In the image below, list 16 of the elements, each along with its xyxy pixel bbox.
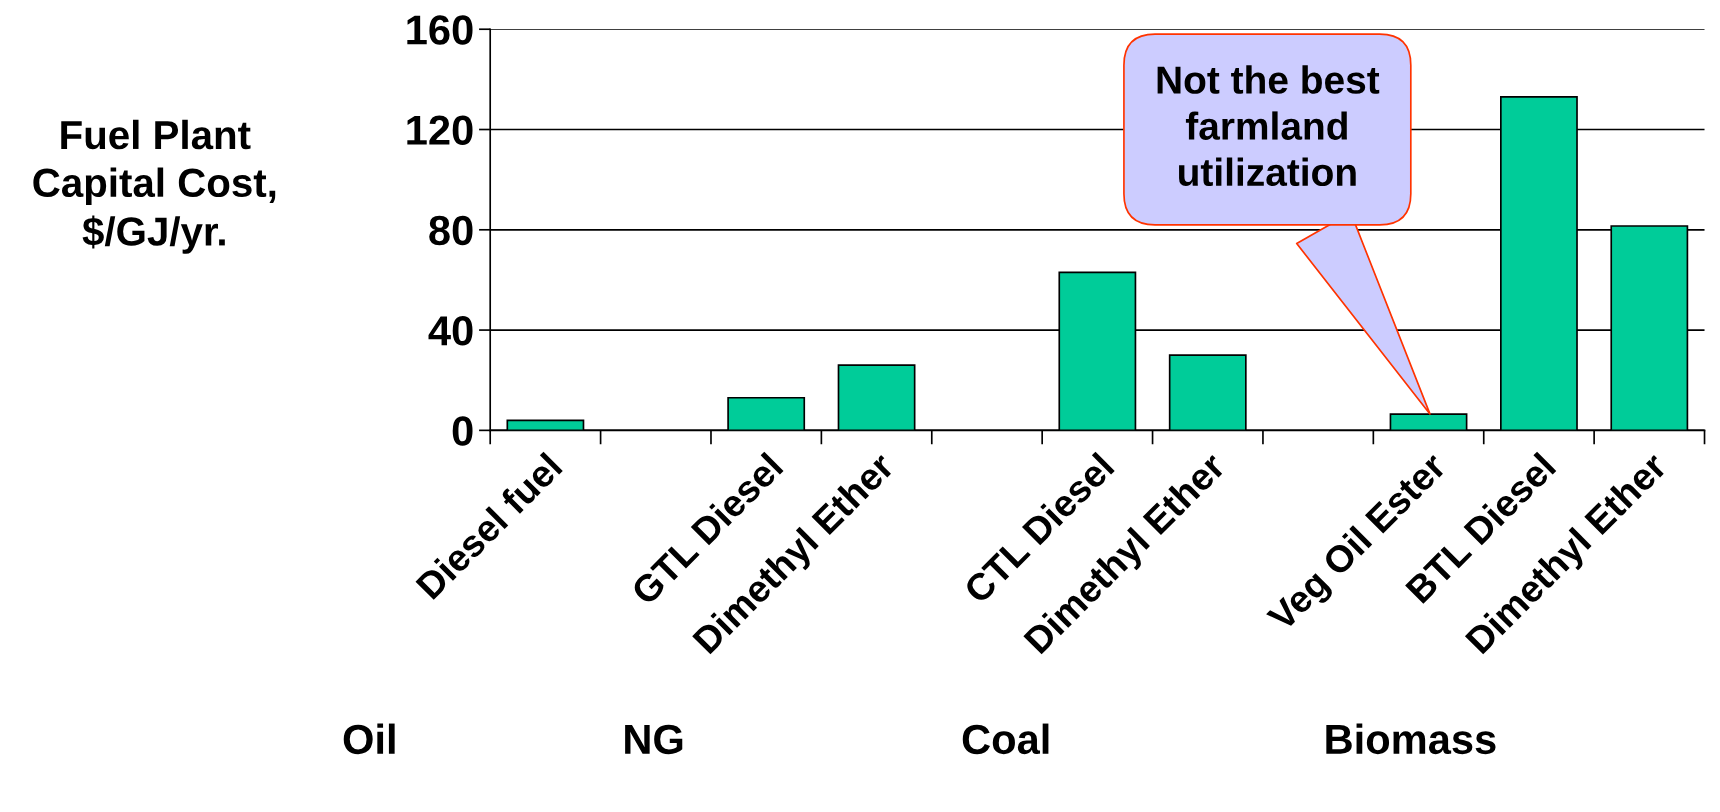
y-axis-title: Fuel Plant Capital Cost, $/GJ/yr. <box>33 119 276 254</box>
y-tick-label: 120 <box>407 115 473 146</box>
text: NG <box>625 724 683 755</box>
text: Oil <box>343 723 395 755</box>
annotation: Not the best farmland utilization <box>1157 65 1380 187</box>
bar <box>727 396 806 431</box>
y-tick-label: 80 <box>429 215 473 246</box>
bar <box>1168 354 1247 431</box>
bar <box>837 364 916 431</box>
bar <box>506 419 585 431</box>
y-tick-label: 160 <box>407 15 473 45</box>
bar <box>1389 413 1468 431</box>
y-tick-label: 40 <box>428 316 473 346</box>
text: Biomass <box>1326 723 1496 755</box>
text: Coal <box>962 723 1049 755</box>
y-tick-label: 0 <box>452 416 473 446</box>
